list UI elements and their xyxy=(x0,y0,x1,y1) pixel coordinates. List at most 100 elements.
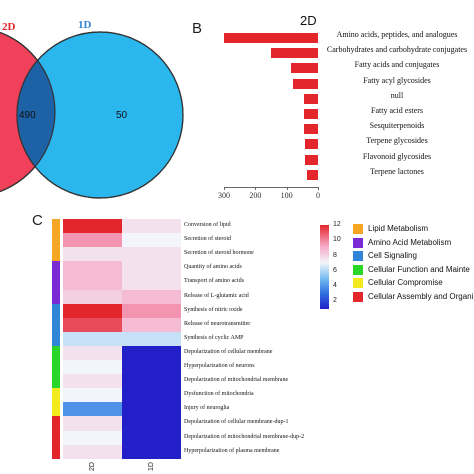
venn-diagram: 2D 1D 490 50 xyxy=(0,19,184,199)
heatmap-row-label: Transport of amino acids xyxy=(184,278,244,285)
bar-x-tick-label: 200 xyxy=(249,191,262,200)
bar xyxy=(292,78,318,89)
legend-swatch xyxy=(353,278,363,288)
heatmap-row-label: Secretion of steroid hormone xyxy=(184,250,254,257)
bar-x-tick xyxy=(318,187,319,190)
bar-x-axis xyxy=(224,187,318,188)
heatmap-row-label: Depolarization of mitochondrial membrane… xyxy=(184,433,305,440)
legend-swatch xyxy=(353,237,363,248)
heatmap-row-label: Secretion of steroid xyxy=(184,236,231,243)
heatmap-cell xyxy=(63,317,122,333)
heatmap-cell xyxy=(63,345,122,361)
heatmap-row-label: Release of L-glutamic acid xyxy=(184,292,249,299)
heatmap-column-label: 1D xyxy=(147,461,155,471)
bar xyxy=(271,48,318,59)
heatmap-cell xyxy=(122,444,181,459)
heatmap-cell xyxy=(63,388,122,403)
bar-category-label: Flavonoid glycosides xyxy=(362,151,432,161)
heatmap-cell xyxy=(122,360,181,375)
heatmap-row-label: Hyperpolarization of plasma membrane xyxy=(184,447,280,454)
heatmap-row-label: Synthesis of cyclic AMP xyxy=(184,334,244,341)
heatmap-row-label: Conversion of lipid xyxy=(184,222,231,229)
heatmap-cell xyxy=(122,219,181,234)
colorbar-tick-label: 8 xyxy=(333,251,337,259)
bar-category-label: Fatty acid esters xyxy=(371,106,423,115)
legend-label: Amino Acid Metabolism xyxy=(368,237,452,247)
bar-category-label: Amino acids, peptides, and analogues xyxy=(336,30,458,39)
heatmap-cell xyxy=(63,261,122,276)
bar xyxy=(307,169,318,180)
colorbar-tick-label: 4 xyxy=(333,282,337,290)
bar-x-tick xyxy=(224,187,225,190)
heatmap-cell xyxy=(63,416,122,431)
heatmap-cell xyxy=(122,388,181,403)
venn-1d-count: 50 xyxy=(116,110,128,121)
venn-label-2d: 2D xyxy=(2,21,16,33)
legend-label: Cell Signaling xyxy=(368,251,417,260)
heatmap-cell xyxy=(63,402,122,417)
bar-category-label: Sesquiterpenoids xyxy=(369,121,425,131)
bar-chart-title: 2D xyxy=(300,13,317,28)
legend-swatch xyxy=(353,264,363,275)
colorbar-tick-label: 10 xyxy=(333,236,341,244)
heatmap-group-strip xyxy=(52,261,60,304)
heatmap-cell xyxy=(63,430,122,445)
legend-label: Cellular Assembly and Organi xyxy=(368,291,474,301)
heatmap-row-label: Quantity of amino acids xyxy=(184,264,242,271)
heatmap-group-strip xyxy=(52,219,60,262)
bar xyxy=(303,93,318,104)
heatmap-row-label: Depolarization of mitochondrial membrane xyxy=(184,377,289,384)
bar xyxy=(224,33,318,43)
bar-x-tick xyxy=(286,187,288,190)
heatmap-row-label: Hyperpolarization of neurons xyxy=(184,363,255,370)
panel-c-letter: C xyxy=(32,212,43,229)
heatmap-cell xyxy=(122,303,181,318)
heatmap-cell xyxy=(122,247,181,262)
bar-category-label: Terpene glycosides xyxy=(366,136,428,146)
legend-swatch xyxy=(353,251,363,261)
bar xyxy=(303,124,318,135)
heatmap-group-strip xyxy=(52,345,60,389)
bar-category-label: Carbohydrates and carbohydrate conjugate… xyxy=(326,45,468,55)
heatmap-group-strip xyxy=(52,416,60,459)
bar-category-label: Terpene lactones xyxy=(370,166,424,176)
heatmap-cell xyxy=(63,303,122,318)
legend-swatch xyxy=(353,224,363,234)
heatmap-cell xyxy=(63,289,122,304)
heatmap-cell xyxy=(122,416,181,431)
heatmap-cell xyxy=(122,345,181,361)
bar-x-tick-label: 0 xyxy=(316,191,320,200)
heatmap-cell xyxy=(122,233,181,248)
bar-x-tick-label: 300 xyxy=(218,191,230,200)
panel-b-letter: B xyxy=(192,20,203,37)
heatmap-cell xyxy=(63,233,122,248)
heatmap-cell xyxy=(63,247,122,262)
heatmap-group-strip xyxy=(52,388,60,417)
bar xyxy=(291,63,318,74)
colorbar-tick-label: 2 xyxy=(333,297,337,305)
heatmap-cell xyxy=(63,360,122,375)
legend-label: Cellular Function and Mainte xyxy=(368,264,470,274)
bar-x-tick xyxy=(255,187,257,190)
heatmap-cell xyxy=(63,275,122,290)
heatmap-cell xyxy=(122,374,181,389)
heatmap-cell xyxy=(63,331,122,347)
heatmap-cell xyxy=(122,331,181,347)
heatmap-cell xyxy=(63,444,122,459)
heatmap-cell xyxy=(122,275,181,290)
bar xyxy=(305,154,318,165)
bar xyxy=(305,139,318,150)
legend-label: Lipid Metabolism xyxy=(368,224,429,233)
heatmap-row-label: Dysfunction of mitochondria xyxy=(184,391,254,398)
colorbar-tick-label: 6 xyxy=(333,266,337,274)
colorbar-tick-label: 12 xyxy=(333,221,341,228)
bar xyxy=(303,109,318,119)
heatmap-row-label: Synthesis of nitric oxide xyxy=(184,306,243,313)
venn-overlap-count: 490 xyxy=(19,110,36,121)
heatmap-cell xyxy=(122,402,181,417)
bar-category-label: Fatty acyl glycosides xyxy=(363,75,431,85)
heatmap-group-strip xyxy=(52,303,60,346)
venn-label-1d: 1D xyxy=(78,19,92,31)
heatmap-cell xyxy=(122,317,181,333)
